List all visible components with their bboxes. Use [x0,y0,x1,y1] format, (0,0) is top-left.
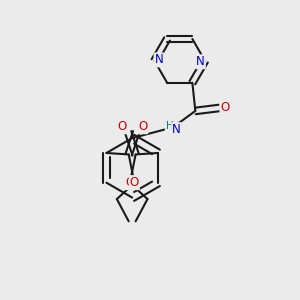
Text: O: O [125,176,135,189]
Text: N: N [154,53,163,66]
Text: O: O [220,101,230,114]
Text: O: O [130,176,139,189]
Text: O: O [138,120,147,133]
Text: N: N [196,55,205,68]
Text: O: O [117,120,126,133]
Text: H: H [166,121,173,130]
Text: N: N [172,123,181,136]
